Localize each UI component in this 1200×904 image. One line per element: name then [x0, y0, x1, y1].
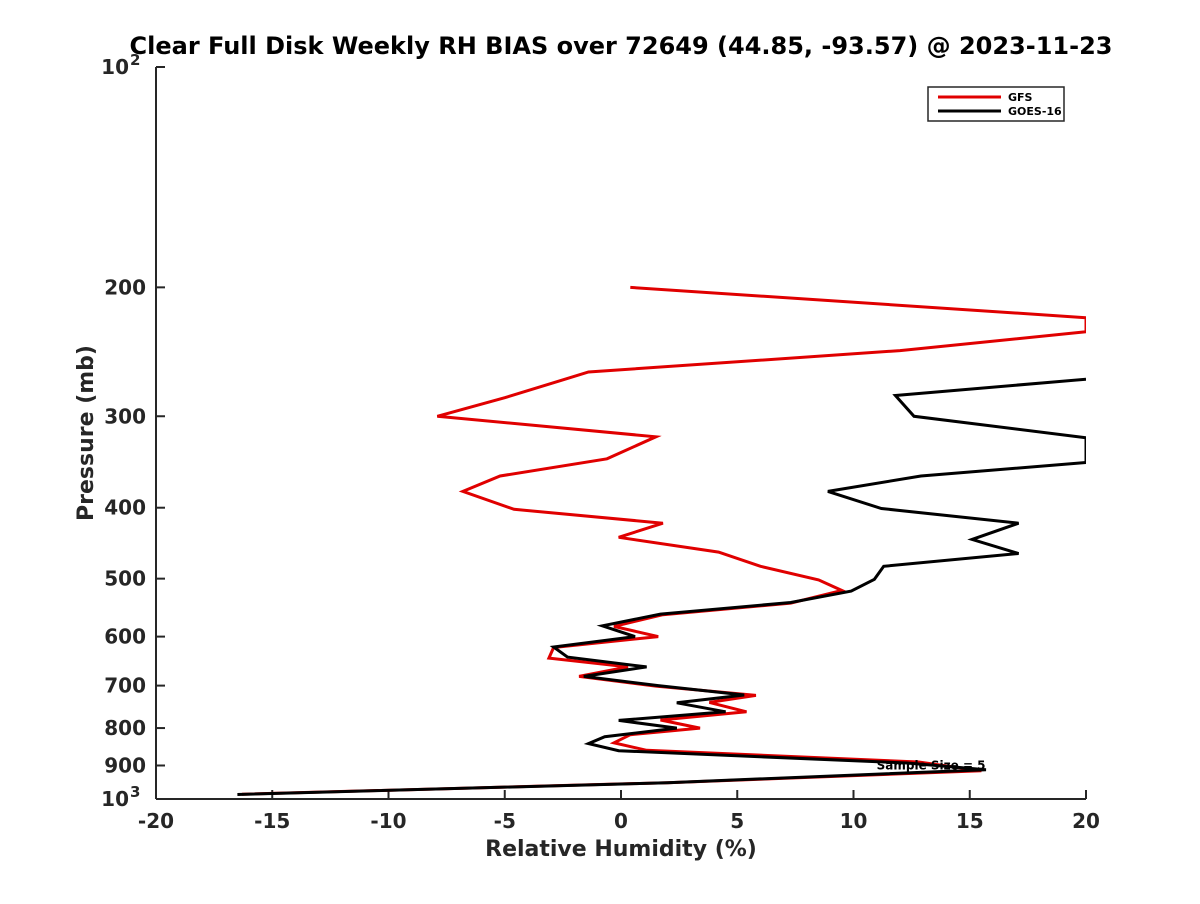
x-tick-label: 5 — [730, 809, 744, 833]
y-tick-label: 300 — [104, 404, 146, 428]
y-tick-label: 700 — [104, 674, 146, 698]
series-line-goes-16 — [237, 377, 1086, 796]
chart-title: Clear Full Disk Weekly RH BIAS over 7264… — [130, 32, 1113, 60]
y-tick-exponent: 3 — [130, 783, 140, 801]
legend-box — [927, 86, 1065, 122]
legend-label: GOES-16 — [1008, 105, 1062, 118]
series-layer — [237, 285, 1086, 796]
x-axis-ticks: -20 -15 -10 -5 0 5 10 15 20 — [138, 790, 1100, 833]
y-tick-exponent: 2 — [130, 51, 140, 69]
y-tick-label: 900 — [104, 754, 146, 778]
legend-label: GFS — [1008, 91, 1033, 104]
x-tick-label: -10 — [370, 809, 406, 833]
y-axis-label: Pressure (mb) — [74, 345, 99, 521]
sample-size-annotation: Sample Size = 5 — [877, 759, 986, 773]
x-tick-label: 20 — [1072, 809, 1100, 833]
y-tick-label: 10 — [101, 55, 129, 79]
x-tick-label: 15 — [956, 809, 984, 833]
y-tick-label: 600 — [104, 625, 146, 649]
x-tick-label: 10 — [840, 809, 868, 833]
y-tick-label: 400 — [104, 496, 146, 520]
y-tick-label: 10 — [101, 787, 129, 811]
x-tick-label: -15 — [254, 809, 290, 833]
y-tick-label: 200 — [104, 275, 146, 299]
x-axis-label: Relative Humidity (%) — [485, 837, 757, 862]
y-tick-label: 800 — [104, 716, 146, 740]
x-tick-label: -5 — [494, 809, 516, 833]
annotation-layer: Sample Size = 5 — [877, 759, 986, 773]
x-tick-label: 0 — [614, 809, 628, 833]
y-tick-label: 500 — [104, 567, 146, 591]
x-tick-label: -20 — [138, 809, 174, 833]
